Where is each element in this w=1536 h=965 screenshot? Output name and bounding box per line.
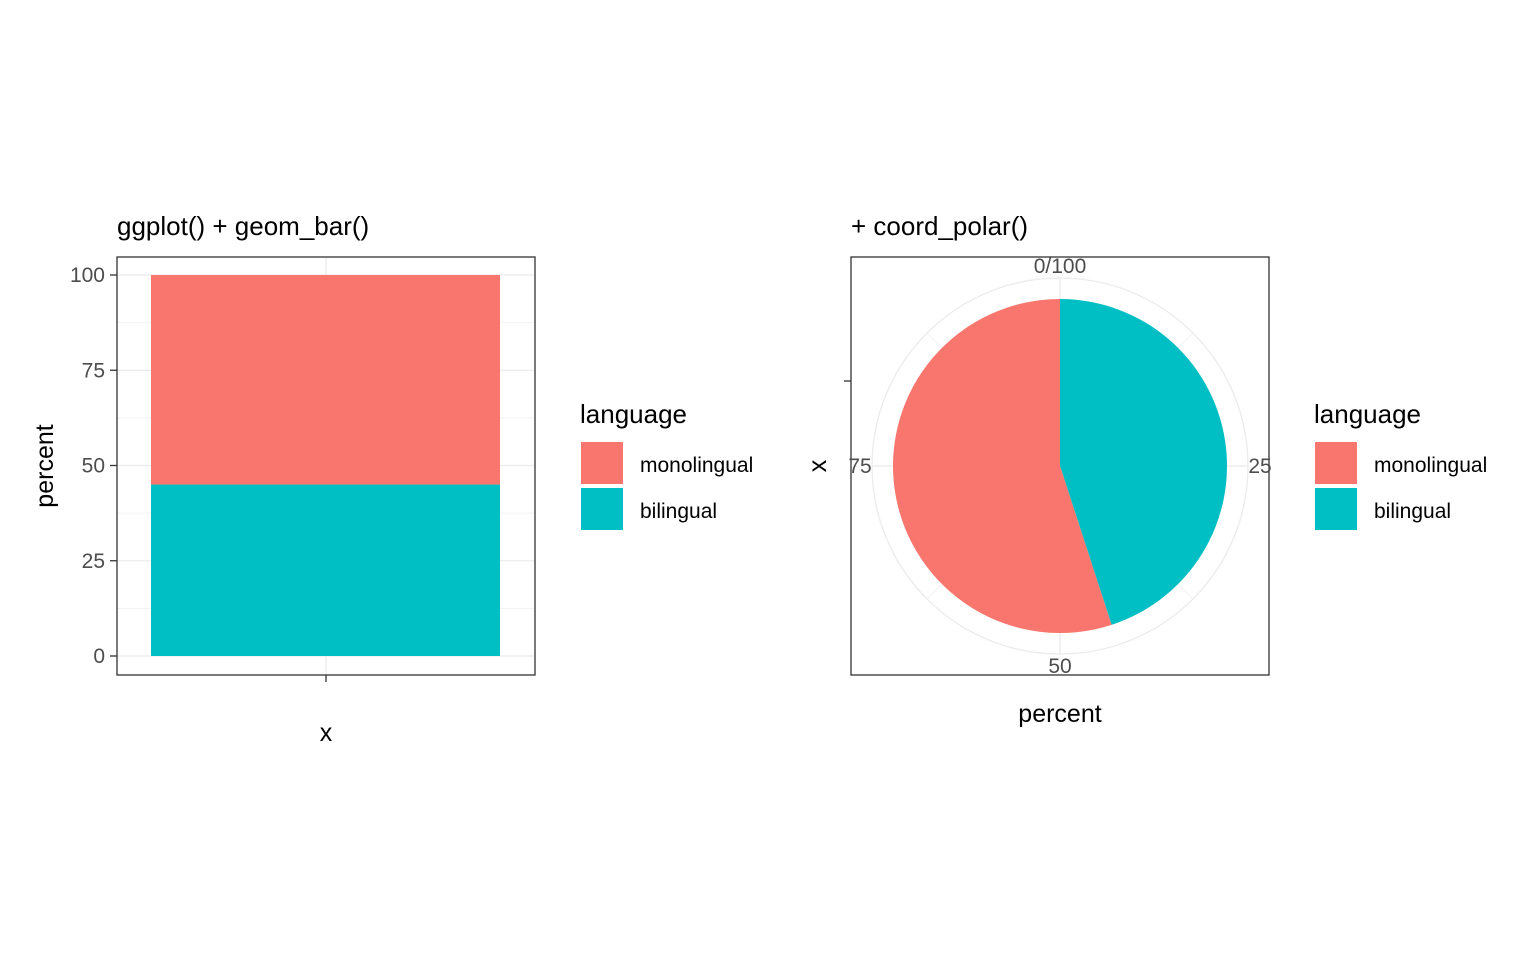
bar-y-tick-label: 0	[93, 645, 105, 668]
bar-y-axis: 0 25 50 75 100	[70, 264, 117, 668]
pie-legend: language monolingual bilingual	[1314, 399, 1487, 530]
legend-key-bilingual	[581, 488, 623, 530]
bar-y-tick-label: 25	[82, 550, 105, 573]
bar-y-tick-label: 50	[82, 455, 105, 478]
bar-segment-monolingual	[151, 275, 500, 485]
bar-y-tick-label: 75	[82, 359, 105, 382]
bar-chart-panel: ggplot() + geom_bar() 0 25 50 75 100 x perce…	[31, 211, 753, 747]
legend-label-monolingual: monolingual	[640, 454, 753, 477]
legend-key-monolingual	[581, 442, 623, 484]
pie-angle-tick-label: 0/100	[1034, 255, 1087, 278]
pie-slice-bilingual	[1060, 299, 1227, 625]
pie-chart-title: + coord_polar()	[851, 211, 1028, 241]
legend-key-monolingual	[1315, 442, 1357, 484]
pie-slice-monolingual	[892, 299, 1112, 634]
pie-angle-tick-label: 25	[1248, 455, 1271, 478]
legend-label-monolingual: monolingual	[1374, 454, 1487, 477]
pie-slices	[892, 299, 1227, 634]
legend-title: language	[580, 399, 687, 429]
bar-y-tick-label: 100	[70, 264, 105, 287]
pie-angle-labels: 0/100 25 50 75	[848, 255, 1271, 678]
pie-y-axis-title: x	[804, 459, 832, 472]
legend-key-bilingual	[1315, 488, 1357, 530]
bar-stack	[151, 275, 500, 656]
legend-label-bilingual: bilingual	[1374, 500, 1451, 523]
bar-y-axis-title: percent	[31, 424, 59, 507]
pie-angle-tick-label: 50	[1048, 655, 1071, 678]
bar-legend: language monolingual bilingual	[580, 399, 753, 530]
pie-angle-tick-label: 75	[848, 455, 871, 478]
legend-title: language	[1314, 399, 1421, 429]
bar-x-axis-title: x	[320, 719, 333, 747]
bar-segment-bilingual	[151, 484, 500, 656]
bar-chart-title: ggplot() + geom_bar()	[117, 211, 369, 241]
pie-chart-panel: + coord_polar() 0/100 25 50 75 percent x la…	[804, 211, 1487, 728]
legend-label-bilingual: bilingual	[640, 500, 717, 523]
pie-x-axis-title: percent	[1018, 700, 1101, 728]
pie-panel-border	[850, 256, 1270, 676]
